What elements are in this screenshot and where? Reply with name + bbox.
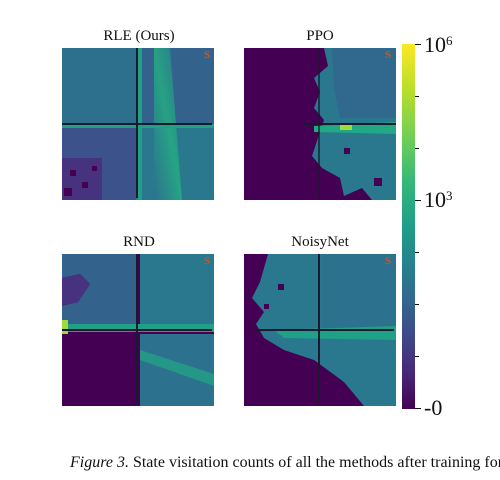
heatmap-noisynet xyxy=(244,254,396,406)
colorbar-tick-top xyxy=(415,44,421,45)
heatmap-rnd-svg xyxy=(62,254,214,406)
colorbar-tick-mid xyxy=(415,200,421,201)
colorbar-label-bottom: -0 xyxy=(424,395,443,420)
panel-title-ppo: PPO xyxy=(306,28,334,44)
panel-title-noisynet: NoisyNet xyxy=(291,234,349,250)
colorbar-label-top: 106 xyxy=(424,32,453,57)
heatmap-rle-svg xyxy=(62,48,214,200)
figure-caption: Figure 3. State visitation counts of all… xyxy=(70,454,500,472)
figure-caption-text: State visitation counts of all the metho… xyxy=(128,454,500,471)
start-marker-noisynet: S xyxy=(385,255,392,267)
panel-title-rnd: RND xyxy=(123,234,155,250)
colorbar-label-mid-base: 10 xyxy=(424,187,446,212)
colorbar-minor-tick xyxy=(415,304,419,305)
figure-caption-label: Figure 3. xyxy=(70,454,129,471)
heatmap-ppo-svg xyxy=(244,48,396,200)
start-marker-ppo: S xyxy=(385,49,392,61)
colorbar xyxy=(402,44,415,409)
colorbar-label-top-base: 10 xyxy=(424,32,446,57)
start-marker-rnd: S xyxy=(204,255,211,267)
start-marker-rle: S xyxy=(204,49,211,61)
heatmap-ppo xyxy=(244,48,396,200)
heatmap-noisynet-svg xyxy=(244,254,396,406)
colorbar-minor-tick xyxy=(415,96,419,97)
colorbar-label-mid-exp: 3 xyxy=(446,188,453,203)
colorbar-label-mid: 103 xyxy=(424,187,453,212)
colorbar-label-top-exp: 6 xyxy=(446,33,453,48)
colorbar-minor-tick xyxy=(415,356,419,357)
colorbar-tick-bottom xyxy=(415,408,421,409)
colorbar-minor-tick xyxy=(415,148,419,149)
heatmap-rnd xyxy=(62,254,214,406)
panel-title-rle: RLE (Ours) xyxy=(103,28,175,44)
colorbar-minor-tick xyxy=(415,252,419,253)
heatmap-rle xyxy=(62,48,214,200)
